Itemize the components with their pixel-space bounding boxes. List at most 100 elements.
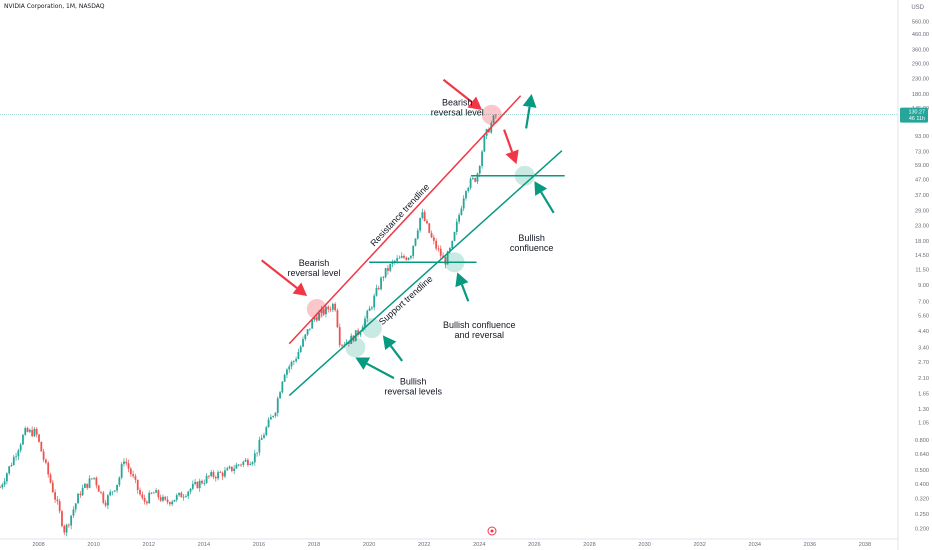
candle-body [377, 288, 380, 290]
arrow-head [292, 282, 308, 297]
candle-body [428, 223, 431, 233]
arrow-shaft [389, 345, 404, 362]
arrow-shaft [540, 191, 555, 214]
candle-body [35, 428, 38, 435]
candle-body [483, 135, 486, 152]
support-trendline-label: Support trendline [377, 274, 435, 327]
resistance-trendline[interactable] [288, 95, 522, 345]
arrow-head [467, 96, 483, 111]
candle-body [313, 317, 316, 320]
candle-body [269, 416, 272, 420]
candle-body [207, 475, 210, 477]
candle-body [24, 428, 27, 435]
candle-body [364, 318, 366, 328]
candle-body [240, 464, 242, 466]
candle-body [54, 492, 56, 500]
candle-body [407, 257, 410, 260]
candle-body [214, 476, 217, 479]
candle-body [201, 480, 203, 484]
candle-body [334, 303, 337, 311]
y-tick-label: 1.05 [918, 420, 929, 426]
candle-body [432, 237, 435, 241]
candle-body [308, 328, 311, 330]
candle-body [426, 220, 428, 224]
candle-body [123, 461, 125, 465]
candle-body [143, 498, 146, 502]
candle-body [100, 491, 102, 493]
time-axis[interactable]: 2008 2010 2012 2014 2016 2018 2020 2022 2024 2026… [32, 542, 871, 548]
candle-body [469, 178, 472, 188]
y-tick-label: 47.00 [915, 178, 929, 184]
candle-body [306, 329, 309, 335]
candle-body [419, 217, 421, 231]
candle-body [95, 477, 98, 486]
x-tick-label: 2024 [473, 542, 485, 548]
y-tick-label: 0.640 [915, 452, 929, 458]
candle-body [467, 187, 470, 192]
y-tick-label: 9.00 [918, 283, 929, 289]
annotation-line: confluence [510, 243, 554, 253]
candle-body [286, 369, 288, 375]
candle-body [283, 374, 286, 382]
candle-body [45, 459, 47, 463]
candle-body [180, 492, 183, 498]
candle-body [295, 358, 298, 362]
candle-body [453, 231, 456, 241]
candle-body [230, 466, 233, 471]
x-tick-label: 2034 [749, 542, 761, 548]
candle-body [191, 483, 194, 489]
candle-body [462, 198, 465, 209]
candle-body [111, 491, 114, 493]
y-tick-label: 290.00 [912, 62, 929, 68]
y-tick-label: 18.00 [915, 239, 929, 245]
candle-body [203, 482, 206, 484]
candle-body [141, 494, 144, 499]
candle-body [97, 485, 100, 492]
candle-body [28, 429, 31, 432]
y-tick-label: 14.50 [915, 253, 929, 259]
current-price-value: 130.27 [909, 110, 926, 116]
annotation-line: and reversal [455, 330, 505, 340]
annotation-line: reversal level [288, 268, 341, 278]
green-arrow-icon [522, 93, 537, 129]
candle-body [439, 248, 442, 256]
candle-body [155, 490, 157, 493]
arrow-head [534, 181, 548, 196]
arrow-shaft [442, 78, 473, 103]
candle-body [322, 309, 325, 315]
candle-body [102, 492, 105, 503]
candle-body [237, 464, 240, 466]
y-tick-label: 73.00 [915, 150, 929, 156]
y-tick-label: 4.40 [918, 329, 929, 335]
red-arrow-icon [503, 129, 519, 165]
y-tick-label: 1.65 [918, 392, 929, 398]
candle-body [409, 256, 412, 258]
candle-body [175, 495, 178, 500]
arrow-head [455, 272, 469, 288]
bearish-highlight-circle [306, 299, 327, 320]
candle-body [125, 461, 128, 464]
support-trendline[interactable] [288, 150, 563, 397]
green-arrow-icon [382, 335, 404, 362]
y-tick-label: 0.250 [915, 512, 929, 518]
annotation-label: Bullish reversal levels [384, 377, 442, 397]
y-tick-label: 460.00 [912, 32, 929, 38]
candle-body [210, 472, 213, 477]
green-arrow-icon [455, 272, 470, 302]
candle-body [40, 441, 43, 452]
candle-body [281, 381, 284, 393]
candle-body [187, 491, 190, 497]
annotation-arrows [261, 78, 555, 380]
candle-body [302, 339, 304, 347]
candle-body [311, 319, 314, 329]
candle-body [72, 509, 75, 516]
candle-body [274, 412, 277, 416]
candle-body [233, 468, 236, 471]
candle-body [15, 456, 17, 458]
candle-body [118, 477, 121, 485]
x-tick-label: 2016 [253, 542, 265, 548]
candle-body [435, 240, 438, 249]
price-axis[interactable]: 560.00460.00360.00290.00230.00180.00145.… [912, 20, 929, 533]
